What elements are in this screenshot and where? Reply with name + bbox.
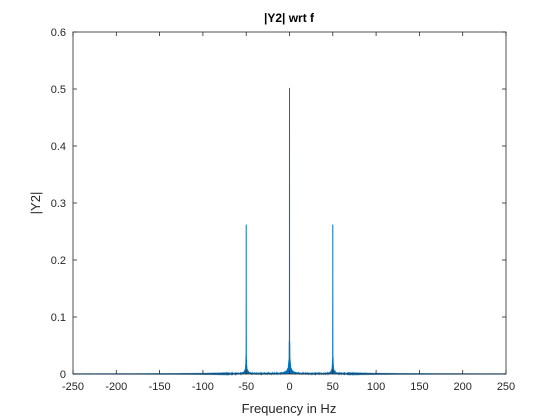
y-tick-label: 0: [60, 369, 66, 381]
y-tick-label: 0.5: [51, 84, 66, 96]
x-axis-label: Frequency in Hz: [242, 401, 337, 416]
x-tick-label: -50: [238, 381, 254, 393]
chart-title: |Y2| wrt f: [264, 11, 315, 25]
x-tick-label: 250: [497, 381, 515, 393]
x-tick-label: 0: [286, 381, 292, 393]
y-axis-label: |Y2|: [28, 192, 43, 215]
x-tick-label: 200: [454, 381, 472, 393]
x-tick-label: -200: [105, 381, 127, 393]
plot-area: [72, 31, 507, 376]
y-tick-label: 0.3: [51, 198, 66, 210]
x-tick-label: -150: [149, 381, 171, 393]
x-tick-label: 50: [327, 381, 339, 393]
x-tick-label: 100: [367, 381, 385, 393]
y-tick-label: 0.6: [51, 27, 66, 39]
x-axis: -250 -200 -150 -100 -50 0 50 100 150 200 250: [62, 32, 515, 393]
y-tick-label: 0.2: [51, 255, 66, 267]
y-tick-label: 0.1: [51, 312, 66, 324]
x-tick-label: -100: [192, 381, 214, 393]
series-line: [72, 87, 507, 376]
y-axis: 0 0.1 0.2 0.3 0.4 0.5 0.6: [51, 27, 506, 381]
y-tick-label: 0.4: [51, 141, 66, 153]
x-tick-label: 150: [410, 381, 428, 393]
x-tick-label: -250: [62, 381, 84, 393]
